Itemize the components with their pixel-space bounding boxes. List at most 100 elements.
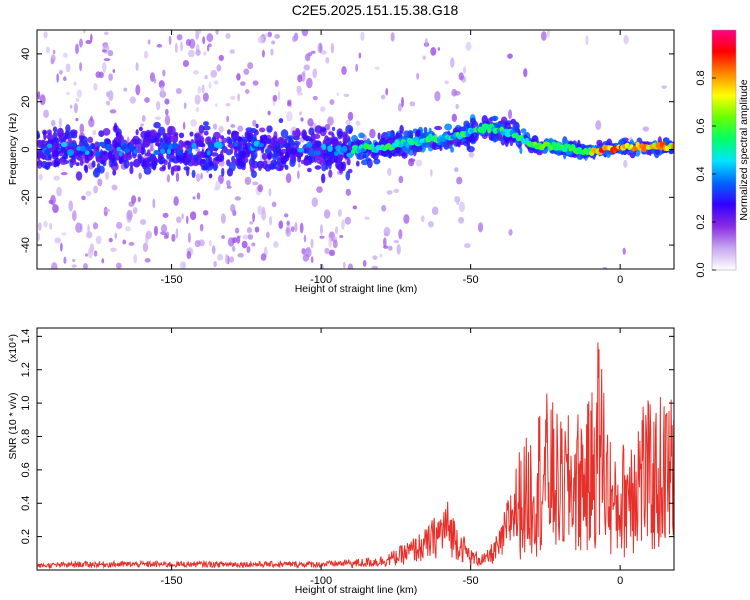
- snr-frame: [36, 327, 675, 571]
- spectrogram-cell: [72, 258, 76, 263]
- spectrogram-cell: [147, 39, 151, 45]
- spectrogram-cell: [261, 49, 265, 58]
- spectrogram-cell: [198, 124, 205, 134]
- spectrogram-cell: [458, 216, 465, 224]
- spectrogram-cell: [213, 261, 217, 268]
- spectrogram-cell: [129, 166, 134, 175]
- spectrogram-cell: [55, 137, 60, 144]
- spectrogram-cell: [302, 253, 310, 262]
- spectrogram-cell: [329, 99, 335, 105]
- spectrogram-cell: [237, 93, 240, 102]
- spectrogram-cell: [139, 219, 147, 225]
- spectrogram-cell: [230, 204, 236, 213]
- spectrogram-cell: [331, 126, 336, 132]
- spectrogram-cell: [432, 141, 437, 150]
- spectrogram-cell: [85, 190, 92, 197]
- spectrogram-cell: [275, 165, 284, 172]
- spectrogram-cell: [320, 50, 327, 55]
- spectrogram-cell: [339, 234, 344, 239]
- spectrogram-cell: [344, 216, 352, 225]
- spectrogram-cell: [190, 119, 197, 127]
- spectrogram-cell: [102, 62, 107, 73]
- spectrogram-cell: [171, 233, 176, 242]
- spectrogram-cell: [261, 153, 268, 160]
- spectrogram-cell: [232, 237, 238, 243]
- spectrogram-cell: [59, 160, 67, 165]
- spectrogram-cell: [108, 90, 114, 102]
- spectrogram-cell: [327, 145, 333, 152]
- spectrogram-cell: [321, 127, 326, 132]
- spectrogram-cell: [422, 55, 426, 61]
- spectrogram-cell: [162, 91, 167, 97]
- spectrogram-cell: [208, 81, 212, 89]
- spectrogram-cell: [351, 134, 358, 142]
- spectrogram-cell: [202, 125, 211, 131]
- spectrogram-cell: [66, 149, 74, 156]
- spectrogram-cell: [145, 230, 152, 240]
- spectrogram-cell: [437, 47, 441, 51]
- spectrogram-cell: [226, 179, 231, 187]
- spectrogram-cell: [399, 124, 404, 134]
- spectrogram-cell: [123, 159, 130, 169]
- spectrogram-cell: [48, 199, 54, 205]
- spectrogram-cell: [236, 235, 241, 244]
- spectrogram-cell: [87, 136, 94, 144]
- spectrogram-cell: [206, 33, 214, 43]
- spectrogram-cell: [314, 150, 321, 156]
- spectrogram-cell: [118, 151, 123, 157]
- spectrogram-cell: [393, 239, 400, 244]
- spectrogram-cell: [116, 146, 121, 152]
- spectrogram-cell: [286, 220, 290, 226]
- spectrogram-cell: [194, 240, 201, 248]
- spectrogram-cell: [285, 173, 292, 184]
- spectrogram-cell: [135, 62, 139, 72]
- spectrogram-cell: [84, 253, 88, 257]
- spectrogram-cell: [56, 73, 59, 83]
- spectrogram-cell: [185, 215, 189, 225]
- spectrogram-x-ticks: -150 -100 -50 0: [161, 30, 623, 286]
- spectrogram-cell: [164, 135, 168, 143]
- spectrogram-cell: [58, 117, 62, 129]
- spectrogram-cell: [68, 200, 74, 212]
- spectrogram-cell: [37, 91, 41, 100]
- spectrogram-cell: [507, 53, 513, 59]
- spectrogram-cell: [152, 198, 156, 209]
- spectrogram-cell: [138, 126, 143, 132]
- spectrogram-cell: [237, 125, 244, 132]
- spectrogram-cell: [295, 127, 301, 136]
- colorbar-ticks: 0.0 0.2 0.4 0.6 0.8: [695, 70, 716, 278]
- spectrogram-cell: [73, 81, 77, 86]
- spectrogram-cell: [129, 161, 134, 168]
- spectrogram-cell: [423, 126, 428, 133]
- spectrogram-cell: [504, 137, 509, 147]
- spectrogram-cell: [43, 31, 48, 39]
- spectrogram-cell: [154, 116, 162, 120]
- snr-x-tick-label: -100: [310, 575, 332, 587]
- spectrogram-cell: [454, 167, 459, 173]
- spectrogram-cell: [79, 159, 84, 166]
- spectrogram-cell: [195, 173, 201, 182]
- spectrogram-cell: [149, 142, 154, 152]
- figure-title: C2E5.2025.151.15.38.G18: [292, 2, 459, 18]
- spectrogram-cell: [360, 31, 365, 42]
- spectrogram-cell: [140, 123, 144, 127]
- spectrogram-cell: [602, 266, 608, 269]
- spectrogram-cell: [129, 96, 137, 104]
- spectrogram-cell: [164, 98, 170, 105]
- spectrogram-cell: [46, 129, 52, 136]
- spectrogram-cell: [181, 213, 184, 220]
- spectrogram-cell: [623, 159, 628, 168]
- colorbar-frame: [711, 29, 737, 271]
- spectrogram-cell: [264, 148, 270, 154]
- spectrogram-cell: [163, 233, 168, 239]
- spectrogram-cell: [661, 85, 667, 89]
- spectrogram-cell: [185, 140, 191, 146]
- spectrogram-cell: [319, 224, 323, 235]
- spectrogram-cell: [241, 156, 249, 164]
- spectrogram-cell: [307, 118, 314, 127]
- spectrogram-cell: [122, 239, 127, 245]
- spectrogram-cell: [187, 148, 192, 155]
- spectrogram-cell: [167, 161, 171, 170]
- spectrogram-cell: [75, 43, 80, 55]
- spectrogram-cell: [458, 201, 465, 213]
